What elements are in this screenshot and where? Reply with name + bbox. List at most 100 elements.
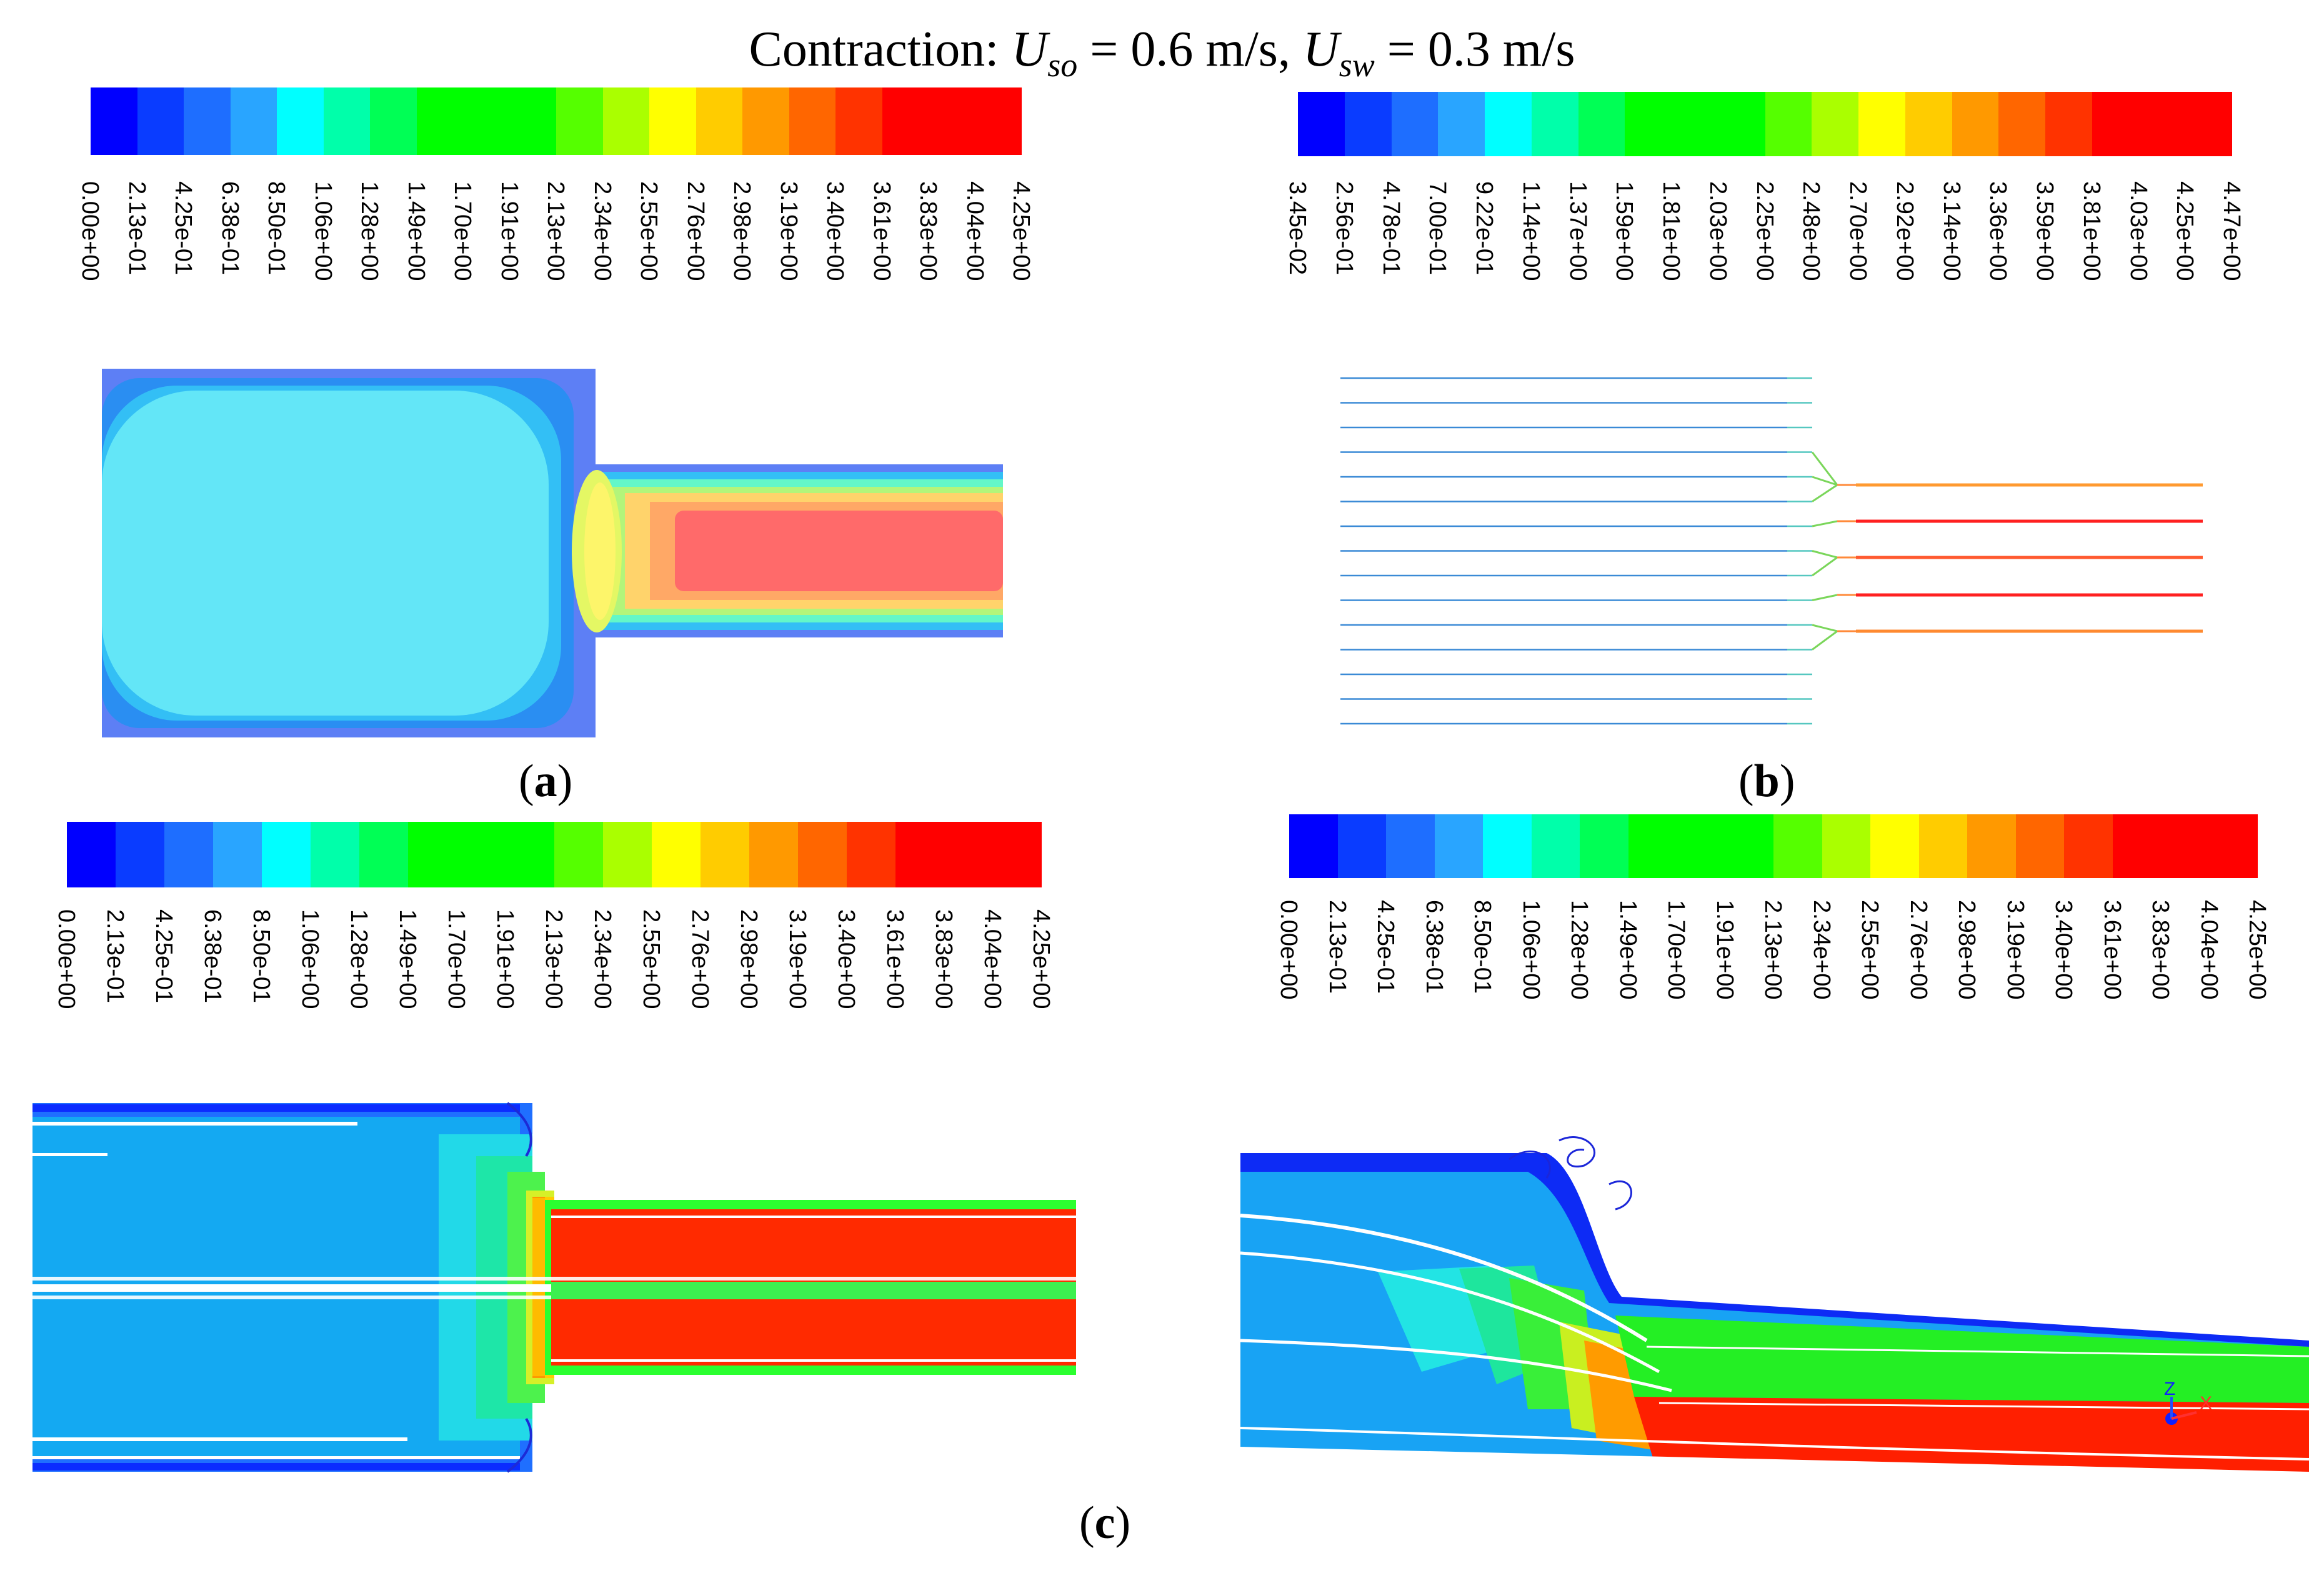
colorbar-segment <box>749 822 798 887</box>
figure-title: Contraction: Uso = 0.6 m/s, Usw = 0.3 m/… <box>749 22 1575 84</box>
tick-text: 4.04e+00 <box>2195 900 2222 1000</box>
colorbar-segment <box>463 87 510 155</box>
panel-c-right-contour: Z X <box>1240 1136 2310 1497</box>
tick-text: 3.83e+00 <box>915 181 941 281</box>
tick-text: 1.28e+00 <box>356 181 382 281</box>
colorbar-segment <box>1438 92 1485 156</box>
colorbar-segment <box>1580 814 1628 878</box>
colorbar-segment <box>116 822 164 887</box>
colorbar-segment <box>1773 814 1822 878</box>
tick-text: 1.49e+00 <box>1614 900 1641 1000</box>
tick-text: 1.14e+00 <box>1517 181 1544 281</box>
colorbar-segment <box>184 87 231 155</box>
svg-text:Z: Z <box>2164 1379 2175 1399</box>
colorbar-segment <box>416 87 463 155</box>
tick-text: 2.98e+00 <box>736 909 762 1009</box>
tick-text: 4.25e-01 <box>151 909 177 1004</box>
colorbar-segment <box>2138 92 2186 156</box>
panel-a-contour <box>102 369 1003 737</box>
colorbar-segment <box>2161 814 2210 878</box>
tick-text: 0.00e+00 <box>53 909 79 1009</box>
colorbar-segment <box>1531 814 1580 878</box>
caption-c: (c) <box>1079 1497 1131 1549</box>
tick-text: 3.81e+00 <box>2078 181 2105 281</box>
tick-text: 1.06e+00 <box>1517 900 1544 1000</box>
colorbar-segment <box>230 87 277 155</box>
tick-text: 2.76e+00 <box>1905 900 1932 1000</box>
colorbar-segment <box>1905 92 1952 156</box>
colorbar-segment <box>91 87 137 155</box>
colorbar-segment <box>944 822 993 887</box>
tick-text: 1.28e+00 <box>346 909 372 1009</box>
axis-triad-icon: Z X <box>2164 1379 2212 1425</box>
colorbar-segment <box>882 87 929 155</box>
tick-text: 6.38e-01 <box>1420 900 1447 994</box>
colorbar-segment <box>408 822 457 887</box>
tick-text: 1.37e+00 <box>1564 181 1591 281</box>
svg-text:X: X <box>2200 1393 2212 1414</box>
tick-text: 2.34e+00 <box>589 909 616 1009</box>
tick-text: 0.00e+00 <box>1275 900 1302 1000</box>
vector-converging <box>1812 484 1838 502</box>
tick-text: 2.98e+00 <box>1953 900 1980 1000</box>
tick-text: 1.70e+00 <box>449 181 476 281</box>
colorbar-segment <box>1672 92 1718 156</box>
tick-text: 1.70e+00 <box>1663 900 1689 1000</box>
colorbar-segment <box>1344 92 1392 156</box>
colorbar-segment <box>847 822 895 887</box>
tick-text: 1.70e+00 <box>443 909 469 1009</box>
tick-text: 3.83e+00 <box>930 909 957 1009</box>
tick-text: 4.04e+00 <box>961 181 988 281</box>
colorbar-segment <box>554 822 603 887</box>
tick-text: 3.19e+00 <box>2002 900 2028 1000</box>
tick-text: 2.03e+00 <box>1704 181 1731 281</box>
caption-b: (b) <box>1738 756 1795 807</box>
colorbar-segment <box>1628 814 1677 878</box>
colorbar-segment <box>603 822 652 887</box>
tick-text: 2.13e-01 <box>123 181 150 276</box>
tick-text: 2.70e+00 <box>1845 181 1871 281</box>
panel-b-vectors <box>1340 377 2203 725</box>
tick-text: 1.59e+00 <box>1611 181 1638 281</box>
tick-text: 4.47e+00 <box>2218 181 2245 281</box>
vector-converging <box>1812 556 1838 577</box>
vector-converging <box>1812 476 1838 486</box>
colorbar-segment <box>1765 92 1812 156</box>
colorbar-segment <box>993 822 1042 887</box>
colorbar-segment <box>1998 92 2045 156</box>
tick-text: 1.06e+00 <box>297 909 323 1009</box>
tick-text: 7.00e-01 <box>1424 181 1451 276</box>
colorbar-c-right <box>1289 814 2258 878</box>
tick-text: 2.55e+00 <box>636 181 662 281</box>
tick-text: 2.34e+00 <box>1808 900 1835 1000</box>
colorbar-segment <box>1725 814 1773 878</box>
tick-text: 3.40e+00 <box>822 181 848 281</box>
colorbar-segment <box>1625 92 1672 156</box>
colorbar-segment <box>311 822 359 887</box>
tick-text: 4.25e+00 <box>1028 909 1054 1009</box>
tick-text: 9.22e-01 <box>1471 181 1497 276</box>
colorbar-segment <box>652 822 701 887</box>
colorbar-segment <box>277 87 324 155</box>
tick-text: 4.25e-01 <box>1372 900 1399 994</box>
colorbar-segment <box>323 87 370 155</box>
colorbar-segment <box>2209 814 2258 878</box>
colorbar-segment <box>262 822 311 887</box>
tick-text: 2.55e+00 <box>638 909 664 1009</box>
tick-text: 1.91e+00 <box>1711 900 1738 1000</box>
colorbar-segment <box>2064 814 2113 878</box>
tick-text: 2.92e+00 <box>1891 181 1918 281</box>
colorbar-segment <box>2112 814 2161 878</box>
colorbar-segment <box>1812 92 1858 156</box>
tick-text: 2.13e-01 <box>102 909 128 1004</box>
colorbar-segment <box>696 87 742 155</box>
tick-text: 3.61e+00 <box>882 909 908 1009</box>
tick-text: 2.56e-01 <box>1330 181 1357 276</box>
colorbar-segment <box>789 87 835 155</box>
colorbar-c-left <box>67 822 1042 887</box>
vector-converging <box>1812 630 1838 651</box>
colorbar-segment <box>929 87 975 155</box>
vector-converging <box>1812 624 1838 632</box>
tick-text: 2.25e+00 <box>1751 181 1778 281</box>
